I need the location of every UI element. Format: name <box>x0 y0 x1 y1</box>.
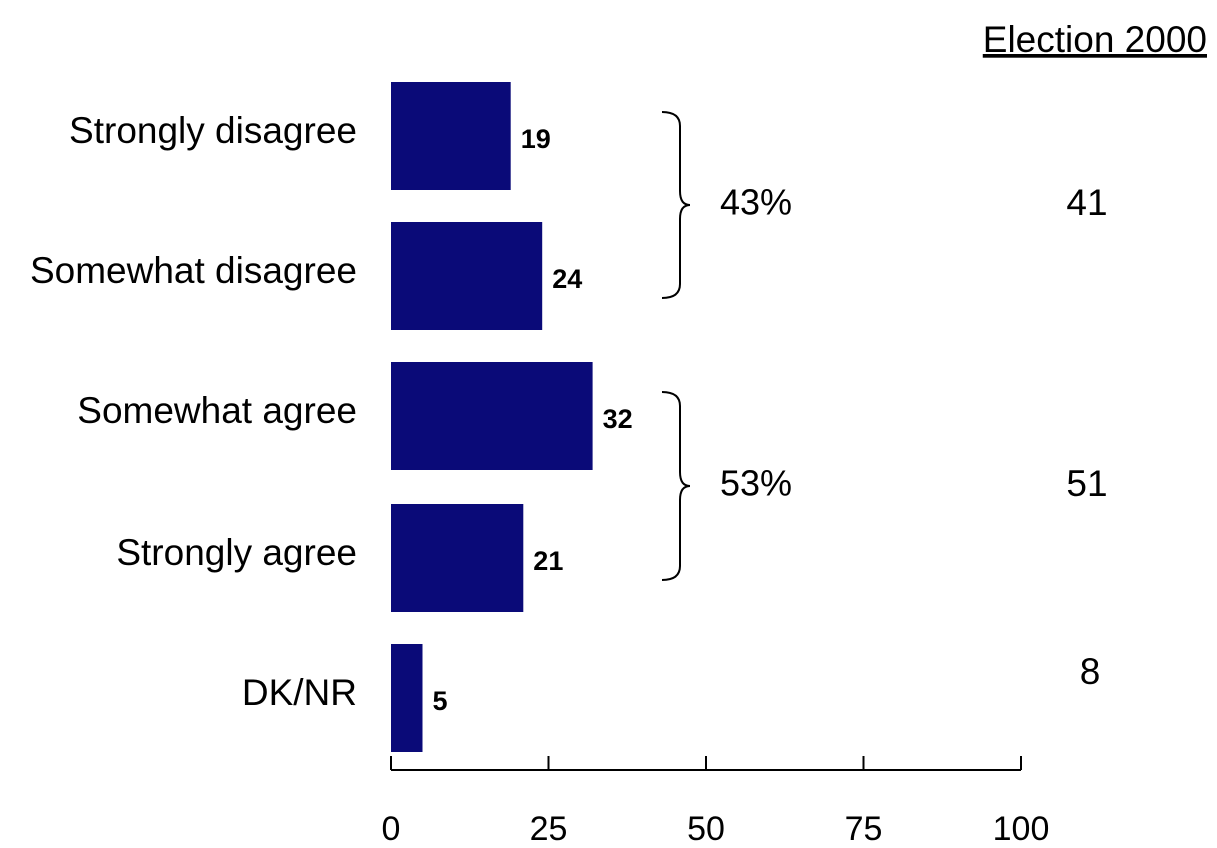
value-label-strongly-agree: 21 <box>533 546 563 576</box>
category-label-somewhat-agree: Somewhat agree <box>77 390 357 431</box>
x-tick-label: 0 <box>382 810 401 848</box>
bar-somewhat-agree <box>391 362 593 470</box>
comparison-value: 8 <box>1080 651 1101 692</box>
value-label-somewhat-agree: 32 <box>603 404 633 434</box>
comparison-value: 41 <box>1066 182 1107 223</box>
x-tick-label: 100 <box>993 810 1050 848</box>
comparison-value: 51 <box>1066 463 1107 504</box>
category-label-strongly-disagree: Strongly disagree <box>69 110 357 151</box>
value-label-strongly-disagree: 19 <box>521 124 551 154</box>
category-label-somewhat-disagree: Somewhat disagree <box>30 250 357 291</box>
x-tick-label: 50 <box>687 810 725 848</box>
bar-somewhat-disagree <box>391 222 543 330</box>
bars <box>391 82 593 752</box>
bar-dk-nr <box>391 644 423 752</box>
group-total-label: 43% <box>720 182 792 223</box>
group-bracket <box>661 111 691 299</box>
x-axis: 0 25 50 75 100 <box>382 756 1050 848</box>
x-tick-label: 75 <box>845 810 883 848</box>
value-label-dk-nr: 5 <box>433 686 448 716</box>
comparison-header: Election 2000 <box>983 19 1207 60</box>
group-bracket <box>661 391 691 581</box>
value-labels: 19 24 32 21 5 <box>433 124 633 716</box>
category-label-dk-nr: DK/NR <box>242 672 357 713</box>
comparison-column: Election 2000 41 51 8 <box>983 19 1207 692</box>
bar-strongly-agree <box>391 504 524 612</box>
group-total-label: 53% <box>720 463 792 504</box>
group-brackets: 43% 53% <box>661 111 792 581</box>
value-label-somewhat-disagree: 24 <box>552 264 582 294</box>
bar-strongly-disagree <box>391 82 511 190</box>
x-tick-label: 25 <box>530 810 568 848</box>
category-label-strongly-agree: Strongly agree <box>116 532 357 573</box>
category-labels: Strongly disagree Somewhat disagree Somewh… <box>30 110 357 713</box>
